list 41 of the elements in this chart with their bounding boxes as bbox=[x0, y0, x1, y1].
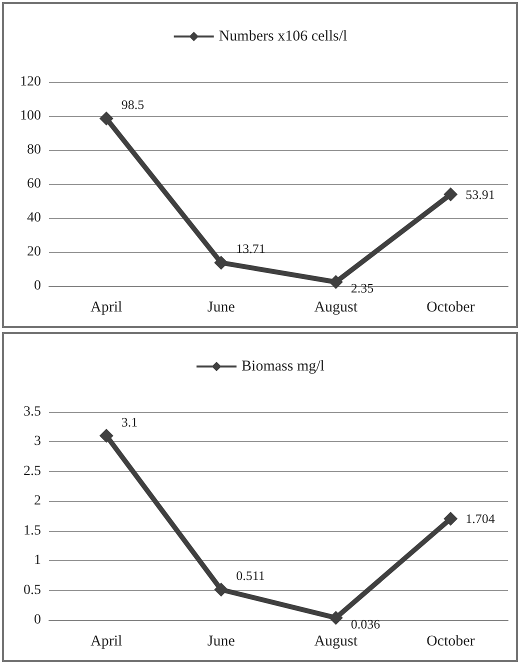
point bbox=[444, 187, 458, 202]
y-tick-label: 40 bbox=[27, 210, 41, 226]
data-label: 13.71 bbox=[236, 241, 266, 256]
y-tick-label: 20 bbox=[27, 244, 41, 260]
data-label: 0.511 bbox=[236, 568, 265, 584]
x-tick-label: October bbox=[426, 300, 475, 316]
data-label: 53.91 bbox=[466, 186, 495, 202]
point bbox=[214, 582, 228, 597]
data-label: 3.1 bbox=[121, 414, 138, 430]
x-tick-label: August bbox=[314, 634, 358, 650]
x-tick-label: April bbox=[90, 300, 122, 316]
y-tick-label: 60 bbox=[27, 176, 41, 192]
y-tick-label: 1.5 bbox=[24, 523, 41, 538]
point bbox=[99, 428, 114, 443]
y-tick-label: 0 bbox=[34, 612, 41, 628]
y-tick-label: 2 bbox=[34, 494, 41, 509]
point bbox=[214, 256, 228, 270]
y-tick-label: 120 bbox=[20, 74, 41, 90]
x-tick-label: August bbox=[314, 300, 358, 316]
y-tick-label: 2.5 bbox=[24, 464, 41, 479]
data-label: 0.036 bbox=[350, 616, 381, 632]
legend-label: Numbers x106 cells/l bbox=[218, 28, 348, 44]
point bbox=[328, 610, 343, 625]
data-label: 1.704 bbox=[466, 511, 496, 526]
x-tick-label: June bbox=[207, 634, 236, 650]
data-label: 98.5 bbox=[121, 97, 144, 112]
point bbox=[99, 112, 114, 126]
legend-label: Biomass mg/l bbox=[242, 358, 324, 374]
y-tick-label: 0 bbox=[34, 278, 41, 294]
x-tick-label: October bbox=[426, 634, 475, 650]
point bbox=[444, 512, 458, 526]
y-tick-label: 1 bbox=[34, 553, 41, 568]
y-tick-label: 3 bbox=[34, 434, 41, 450]
y-tick-label: 3.5 bbox=[24, 404, 41, 420]
data-label: 2.35 bbox=[350, 280, 374, 296]
x-tick-label: April bbox=[90, 634, 122, 650]
y-tick-label: 100 bbox=[20, 108, 41, 124]
point bbox=[328, 275, 343, 290]
y-tick-label: 0.5 bbox=[24, 582, 41, 598]
x-tick-label: June bbox=[207, 300, 236, 316]
y-tick-label: 80 bbox=[27, 142, 41, 158]
